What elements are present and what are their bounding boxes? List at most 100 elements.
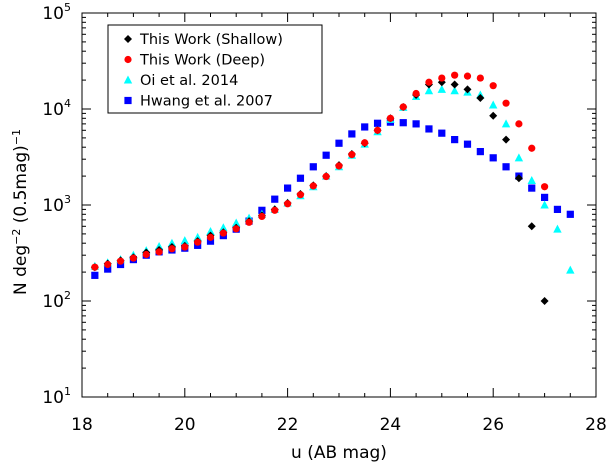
data-point (193, 232, 202, 241)
data-point (425, 125, 433, 133)
data-point (528, 144, 536, 152)
data-point (361, 123, 369, 131)
legend-box (107, 24, 323, 114)
data-point (438, 129, 446, 137)
data-point (180, 236, 189, 245)
data-point (566, 265, 575, 274)
data-point (553, 224, 562, 233)
data-point (129, 254, 137, 262)
data-point (271, 195, 279, 203)
data-point (309, 182, 317, 190)
data-point (168, 245, 176, 253)
data-point (527, 175, 536, 184)
data-point (476, 94, 485, 103)
legend-label: Oi et al. 2014 (140, 73, 238, 89)
data-point (502, 163, 510, 171)
data-point (450, 86, 459, 95)
series-square (91, 118, 574, 279)
data-point (284, 200, 292, 208)
data-point (514, 153, 524, 162)
data-point (91, 271, 99, 279)
data-point (451, 71, 459, 79)
data-point (309, 163, 317, 171)
legend-label: Hwang et al. 2007 (140, 94, 273, 110)
legend-marker (124, 55, 132, 64)
data-point (154, 241, 164, 250)
legend-label: This Work (Deep) (139, 53, 265, 69)
data-point (348, 130, 356, 138)
data-point (271, 206, 279, 214)
data-point (284, 184, 292, 192)
data-point (502, 135, 511, 144)
data-point (540, 297, 549, 305)
data-point (167, 238, 177, 247)
x-tick-label: 18 (71, 415, 93, 435)
legend: This Work (Shallow) This Work (Deep) Oi et… (107, 24, 323, 114)
data-point (91, 263, 99, 271)
data-point (438, 74, 446, 82)
data-point (335, 139, 343, 147)
y-tick-label: 101 (42, 385, 71, 408)
x-axis-title: u (AB mag) (291, 443, 387, 463)
data-point (322, 151, 330, 159)
data-point (437, 84, 446, 93)
data-point (476, 147, 484, 156)
data-point (219, 229, 227, 237)
data-point (232, 225, 240, 233)
data-point (424, 86, 434, 95)
data-point (322, 172, 330, 181)
data-point (541, 193, 549, 201)
data-point (181, 243, 189, 251)
data-point (373, 126, 382, 134)
data-point (206, 233, 215, 241)
y-tick-label: 103 (42, 193, 71, 216)
legend-marker (124, 35, 132, 43)
y-tick-label: 102 (42, 289, 71, 312)
data-point (501, 119, 511, 128)
data-point (206, 237, 215, 245)
data-point (489, 154, 497, 162)
data-point (553, 205, 562, 213)
data-point (514, 174, 523, 183)
data-point (412, 120, 420, 128)
y-axis-title: N deg−2 (0.5mag)−1 (10, 129, 31, 295)
data-point (528, 184, 536, 192)
data-point (335, 162, 343, 170)
data-point (463, 72, 472, 80)
data-point (373, 119, 382, 127)
y-tick-label: 105 (42, 1, 71, 24)
data-point (232, 218, 241, 227)
tick-labels: 18 20 22 24 26 28 101 102 103 104 105 (42, 1, 606, 435)
data-point (451, 136, 459, 144)
x-tick-label: 28 (585, 415, 607, 435)
data-point (463, 85, 472, 94)
data-point (361, 139, 369, 147)
data-point (142, 250, 150, 259)
data-point (219, 223, 228, 232)
data-point (463, 140, 472, 148)
data-point (155, 248, 163, 256)
data-point (245, 218, 253, 226)
data-point (425, 78, 433, 86)
x-tick-label: 26 (482, 415, 504, 435)
axis-ticks (81, 12, 597, 398)
data-point (104, 260, 112, 269)
data-point (296, 174, 305, 182)
legend-marker (123, 75, 133, 84)
data-point (527, 222, 536, 231)
data-point (566, 210, 574, 218)
series-circle (91, 71, 549, 271)
data-point (206, 226, 215, 235)
x-tick-label: 24 (380, 415, 402, 435)
legend-label: This Work (Shallow) (139, 32, 283, 48)
legend-marker (124, 96, 132, 105)
data-point (116, 257, 125, 265)
data-point (502, 99, 510, 107)
data-point (541, 183, 549, 191)
data-point (540, 200, 549, 209)
y-tick-label: 104 (42, 97, 71, 120)
data-point (399, 103, 407, 111)
data-point (104, 265, 112, 273)
data-point (489, 111, 498, 120)
